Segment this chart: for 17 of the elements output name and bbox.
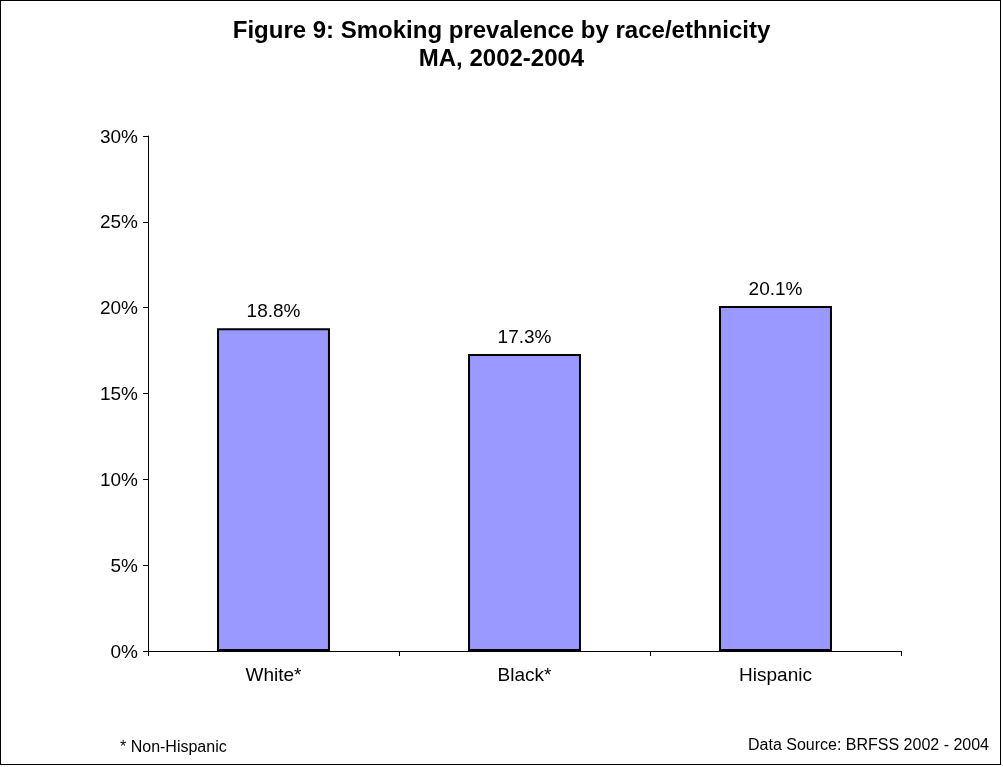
y-tick-label: 10%: [99, 468, 139, 490]
x-tick-label: Hispanic: [739, 664, 812, 685]
y-tick-label: 0%: [110, 640, 139, 662]
source-note: Data Source: BRFSS 2002 - 2004: [747, 735, 990, 753]
y-tick-label: 20%: [99, 297, 139, 319]
y-tick-label: 25%: [99, 211, 139, 233]
data-label: 18.8%: [246, 300, 301, 322]
y-tick-label: 30%: [99, 125, 139, 147]
y-tick-label: 5%: [110, 554, 139, 576]
text: * Non-Hispanic: [120, 737, 227, 755]
x-tick-label: Black*: [497, 664, 553, 685]
y-tick-label: 15%: [99, 383, 139, 404]
chart-title: Figure 9: Smoking prevalence by race/ethnicity: [232, 15, 771, 43]
x-tick-label: White*: [245, 664, 303, 685]
data-label: 20.1%: [748, 277, 803, 299]
data-label: 17.3%: [497, 326, 552, 348]
chart-subtitle: MA, 2002-2004: [418, 43, 585, 71]
